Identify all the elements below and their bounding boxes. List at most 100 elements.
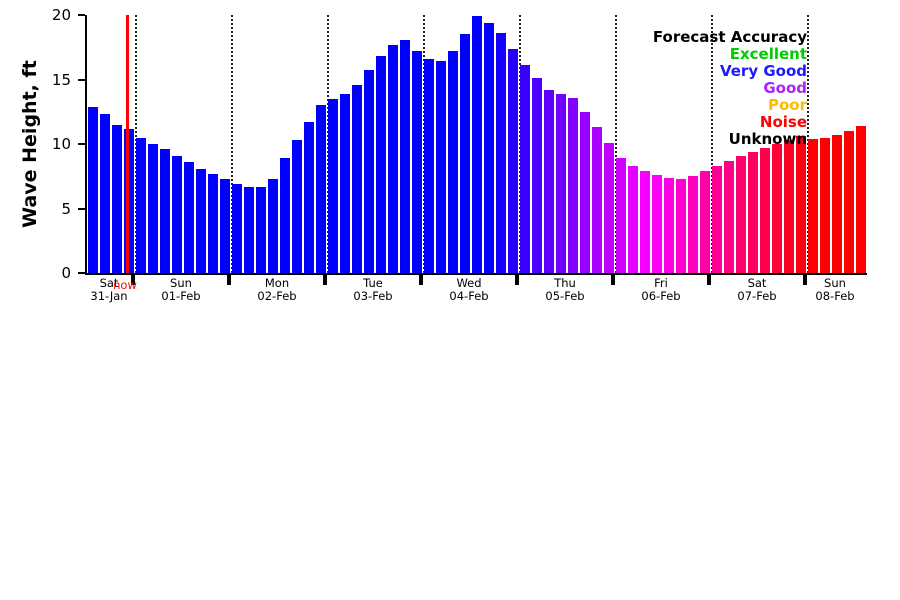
wave-bar — [472, 16, 482, 273]
day-name: Sat — [747, 276, 767, 290]
day-boundary-gridline — [327, 15, 329, 273]
x-axis: Sat 31-Jan Sun 01-Feb Mon 02-Feb Tue 03-Feb Wed 0… — [85, 273, 865, 323]
day-date: 06-Feb — [641, 288, 681, 303]
wave-bar — [724, 160, 734, 273]
wave-bar — [316, 105, 326, 273]
wave-bar — [664, 177, 674, 273]
day-name: Wed — [456, 276, 482, 290]
wave-bar — [640, 171, 650, 273]
wave-bar — [736, 155, 746, 273]
wave-bar — [232, 184, 242, 273]
wave-bar — [808, 138, 818, 273]
wave-bar — [844, 131, 854, 273]
wave-bar — [196, 168, 206, 273]
y-axis: 0 5 10 15 20 — [0, 6, 85, 282]
wave-bar — [400, 39, 410, 273]
wave-bar — [388, 44, 398, 273]
legend-entry: Excellent — [729, 45, 807, 63]
day-name: Sun — [170, 276, 192, 290]
day-label: Wed 04-Feb — [449, 277, 488, 302]
y-tick-label: 10 — [51, 135, 71, 153]
legend-entry: Unknown — [728, 130, 807, 148]
y-axis-tick — [78, 272, 85, 274]
wave-bar — [436, 61, 446, 273]
wave-bar — [352, 84, 362, 273]
wave-bar — [256, 186, 266, 273]
day-boundary-gridline — [231, 15, 233, 273]
wave-bar — [556, 93, 566, 273]
wave-bar — [448, 51, 458, 273]
x-axis-tick — [419, 274, 423, 285]
wave-bar — [520, 65, 530, 273]
wave-bar — [700, 171, 710, 273]
wave-bar — [292, 140, 302, 273]
day-date: 02-Feb — [257, 288, 297, 303]
y-axis-tick — [78, 78, 85, 81]
wave-bar — [172, 155, 182, 273]
day-name: Fri — [654, 276, 668, 290]
wave-bar — [280, 158, 290, 273]
x-axis-tick — [323, 274, 327, 285]
wave-bar — [148, 144, 158, 273]
wave-bar — [412, 51, 422, 273]
day-date: 07-Feb — [737, 288, 777, 303]
day-date: 04-Feb — [449, 288, 489, 303]
day-label: Tue 03-Feb — [353, 277, 392, 302]
wave-bar — [760, 147, 770, 273]
wave-bar — [820, 137, 830, 273]
wave-bar — [112, 124, 122, 273]
day-date: 08-Feb — [815, 288, 855, 303]
day-label: Sat 07-Feb — [737, 277, 776, 302]
forecast-accuracy-legend: Forecast Accuracy Excellent Very Good Good… — [653, 29, 807, 148]
wave-bar — [340, 93, 350, 273]
x-axis-tick — [803, 274, 807, 285]
legend-items: Excellent Very Good Good Poor Noise Unknown — [653, 46, 807, 148]
day-date: 03-Feb — [353, 288, 393, 303]
day-label: Sat 31-Jan — [90, 277, 127, 302]
wave-bar — [832, 134, 842, 273]
wave-bar — [376, 56, 386, 273]
wave-bar — [544, 89, 554, 273]
wave-bar — [220, 178, 230, 273]
wave-bar — [532, 78, 542, 273]
wave-bar — [676, 178, 686, 273]
y-tick-label: 15 — [51, 70, 71, 89]
day-date: 31-Jan — [90, 288, 128, 303]
wave-bar — [184, 162, 194, 273]
x-axis-tick — [131, 274, 135, 285]
day-name: Thu — [554, 276, 576, 290]
wave-bar — [496, 33, 506, 273]
wave-bar — [616, 158, 626, 273]
day-name: Mon — [264, 276, 290, 290]
legend-title: Forecast Accuracy — [652, 28, 807, 46]
wave-bar — [160, 149, 170, 273]
wave-bar — [856, 125, 866, 273]
x-axis-tick — [227, 274, 231, 285]
wave-bar — [484, 22, 494, 273]
day-boundary-gridline — [711, 15, 713, 273]
wave-bar — [244, 186, 254, 273]
legend-entry: Good — [763, 79, 807, 97]
y-axis-tick — [78, 207, 85, 210]
y-axis-tick — [78, 143, 85, 145]
day-boundary-gridline — [519, 15, 521, 273]
day-boundary-gridline — [807, 15, 809, 273]
x-axis-tick — [515, 274, 519, 285]
day-label: Mon 02-Feb — [257, 277, 296, 302]
x-axis-tick — [611, 274, 615, 285]
wave-bar — [688, 176, 698, 273]
now-marker-line — [125, 15, 129, 273]
wave-bar — [364, 70, 374, 273]
wave-bar — [796, 136, 806, 273]
y-tick-label: 5 — [61, 199, 71, 218]
day-boundary-gridline — [423, 15, 425, 273]
day-date: 01-Feb — [161, 288, 201, 303]
wave-bar — [772, 144, 782, 273]
day-label: Sun 01-Feb — [161, 277, 200, 302]
wave-bar — [328, 98, 338, 273]
y-tick-label: 20 — [51, 6, 71, 24]
y-tick-label: 0 — [61, 264, 71, 282]
now-label: now — [113, 278, 137, 292]
wave-bar — [712, 165, 722, 273]
wave-bar — [136, 137, 146, 273]
